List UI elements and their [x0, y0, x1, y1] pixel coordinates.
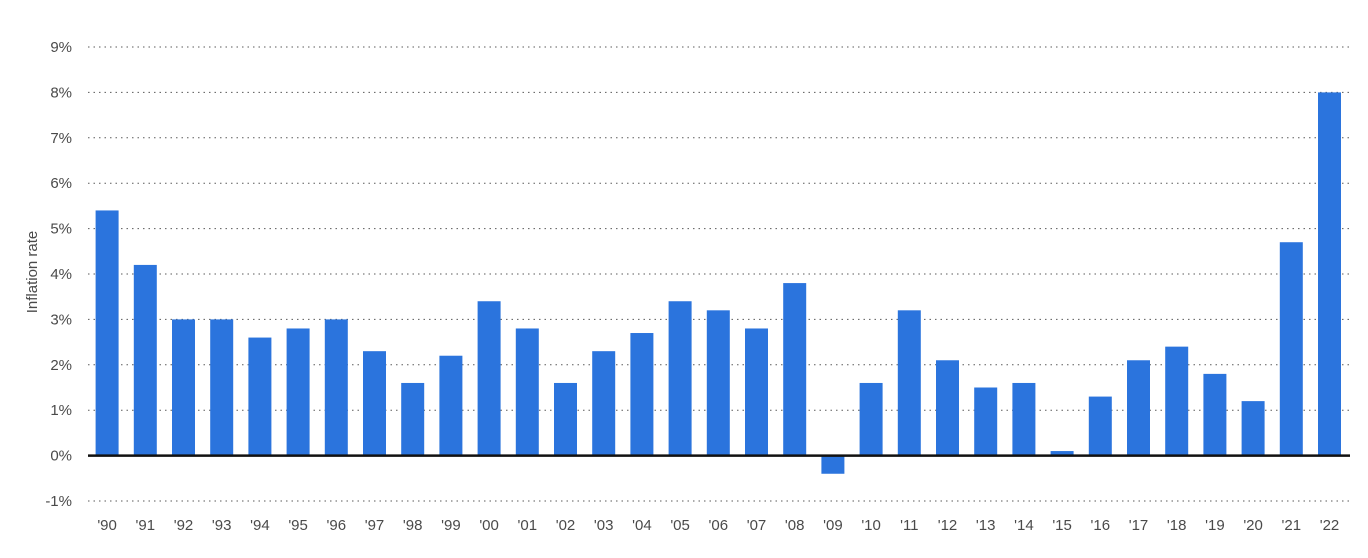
x-tick-label: '09	[823, 517, 843, 534]
bar[interactable]	[592, 351, 616, 456]
y-tick-label: 8%	[50, 84, 72, 101]
bar[interactable]	[1127, 360, 1150, 456]
x-tick-label: '91	[136, 517, 156, 534]
x-tick-label: '95	[288, 517, 308, 534]
x-tick-label: '02	[556, 517, 576, 534]
x-tick-label: '05	[670, 517, 690, 534]
bar[interactable]	[859, 382, 883, 456]
x-tick-label: '97	[365, 517, 385, 534]
bar[interactable]	[630, 333, 654, 456]
x-tick-label: '18	[1167, 517, 1187, 534]
y-tick-label: -1%	[45, 493, 72, 510]
bar[interactable]	[172, 319, 195, 456]
bar[interactable]	[1318, 92, 1341, 456]
x-tick-label: '11	[900, 517, 918, 534]
bar[interactable]	[554, 382, 577, 456]
x-tick-label: '03	[594, 517, 614, 534]
x-axis-ticks: '90 '91 '92 '93 '94 '95 '96 '97 '98 '99 '00 '01 '02 '…	[97, 517, 1339, 534]
x-tick-label: '10	[861, 517, 881, 534]
bar[interactable]	[1203, 373, 1227, 456]
bar[interactable]	[1241, 401, 1265, 456]
bar[interactable]	[248, 337, 272, 456]
bars	[95, 92, 1341, 474]
y-tick-label: 0%	[50, 448, 72, 465]
x-tick-label: '15	[1052, 517, 1072, 534]
x-tick-label: '92	[174, 517, 194, 534]
x-tick-label: '08	[785, 517, 805, 534]
bar[interactable]	[668, 301, 692, 456]
y-tick-label: 4%	[50, 266, 72, 283]
bar[interactable]	[1050, 451, 1074, 456]
x-tick-label: '96	[327, 517, 347, 534]
bar[interactable]	[324, 319, 348, 456]
bar[interactable]	[745, 328, 768, 456]
y-tick-label: 6%	[50, 175, 72, 192]
x-tick-label: '99	[441, 517, 461, 534]
bar[interactable]	[515, 328, 539, 456]
bar[interactable]	[133, 264, 157, 456]
bar[interactable]	[363, 351, 386, 456]
x-tick-label: '01	[518, 517, 538, 534]
bar[interactable]	[95, 210, 119, 456]
x-tick-label: '12	[938, 517, 958, 534]
x-tick-label: '20	[1243, 517, 1263, 534]
bar[interactable]	[821, 455, 845, 474]
x-tick-label: '17	[1129, 517, 1149, 534]
bar[interactable]	[706, 310, 730, 456]
x-tick-label: '21	[1282, 517, 1302, 534]
y-tick-label: 5%	[50, 221, 72, 238]
bar[interactable]	[897, 310, 921, 456]
x-tick-label: '90	[97, 517, 117, 534]
y-axis-title: Inflation rate	[24, 231, 41, 314]
bar[interactable]	[1165, 346, 1189, 456]
bar[interactable]	[974, 387, 998, 456]
bar[interactable]	[210, 319, 234, 456]
y-tick-label: 7%	[50, 130, 72, 147]
x-tick-label: '98	[403, 517, 423, 534]
bar[interactable]	[439, 355, 463, 456]
bar[interactable]	[477, 301, 501, 456]
x-tick-label: '00	[479, 517, 499, 534]
bar[interactable]	[286, 328, 310, 456]
x-tick-label: '06	[709, 517, 729, 534]
x-tick-label: '13	[976, 517, 996, 534]
bar[interactable]	[1012, 382, 1036, 456]
x-tick-label: '94	[250, 517, 270, 534]
bar[interactable]	[1279, 242, 1303, 456]
x-tick-label: '04	[632, 517, 652, 534]
x-tick-label: '19	[1205, 517, 1225, 534]
y-tick-label: 9%	[50, 39, 72, 56]
y-tick-label: 1%	[50, 402, 72, 419]
y-tick-label: 3%	[50, 311, 72, 328]
bar[interactable]	[401, 382, 425, 456]
x-tick-label: '16	[1091, 517, 1111, 534]
bar[interactable]	[783, 283, 807, 456]
x-tick-label: '93	[212, 517, 232, 534]
bar[interactable]	[936, 360, 959, 456]
y-axis-ticks: -1% 0% 1% 2% 3% 4% 5% 6% 7% 8% 9%	[45, 39, 72, 510]
y-tick-label: 2%	[50, 357, 72, 374]
x-tick-label: '07	[747, 517, 767, 534]
x-tick-label: '22	[1320, 517, 1340, 534]
x-tick-label: '14	[1014, 517, 1034, 534]
bar[interactable]	[1088, 396, 1112, 456]
